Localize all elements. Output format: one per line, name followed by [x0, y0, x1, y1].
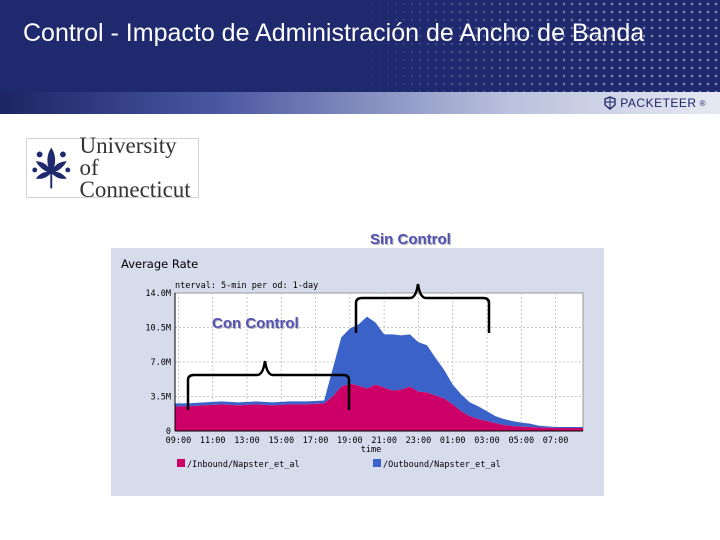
x-tick-label: 13:00 [234, 436, 260, 446]
title-bar: Control - Impacto de Administración de A… [0, 0, 720, 92]
packeteer-wordmark: PACKETEER [620, 96, 697, 110]
university-logo: University of Connecticut [26, 133, 199, 202]
registered-mark-icon: ® [699, 98, 706, 108]
annotation-sin-control: Sin Control [370, 231, 451, 248]
x-tick-label: 19:00 [337, 436, 363, 446]
x-tick-label: 17:00 [303, 436, 329, 446]
chart-labels: 14.0M 10.5M 7.0M 3.5M 009:00 11:00 13:00 15:00 1… [121, 257, 568, 455]
x-tick-label: 23:00 [406, 436, 432, 446]
chart-areas [175, 316, 583, 431]
x-axis-title: time [361, 445, 381, 455]
packeteer-logo: PACKETEER ® [603, 95, 706, 111]
brace-sin-control [354, 283, 491, 333]
x-tick-label: 11:00 [200, 436, 226, 446]
legend-swatch [177, 459, 185, 467]
chart-title: Average Rate [121, 257, 198, 271]
y-tick-label: 14.0M [145, 289, 171, 299]
legend-swatch [373, 459, 381, 467]
chart-legend: /Inbound/Napster_et_al/Outbound/Napster_… [177, 459, 501, 470]
series-area-inbound [175, 383, 583, 431]
x-tick-label: 03:00 [474, 436, 500, 446]
university-line-2: Connecticut [79, 177, 191, 202]
y-tick-label: 3.5M [151, 393, 171, 403]
university-line-1: University of [79, 133, 177, 180]
y-tick-label: 0 [166, 427, 171, 437]
brace-con-control [186, 360, 351, 410]
chart-axes [174, 293, 583, 432]
header-stripe [0, 92, 720, 114]
chart-panel: 14.0M 10.5M 7.0M 3.5M 0 09:00 11:00 13:00 15:00 1… [111, 248, 604, 496]
x-tick-label: 05:00 [508, 436, 534, 446]
average-rate-chart: 14.0M 10.5M 7.0M 3.5M 009:00 11:00 13:00 15:00 1… [121, 257, 584, 470]
x-tick-label: 01:00 [440, 436, 466, 446]
university-name: University of Connecticut [79, 133, 198, 202]
series-area-outbound [175, 316, 583, 429]
packeteer-mark-icon [604, 96, 616, 110]
oak-leaf-icon [32, 147, 71, 189]
slide-title: Control - Impacto de Administración de A… [23, 19, 645, 47]
x-tick-label: 15:00 [268, 436, 294, 446]
annotation-brackets [186, 283, 491, 410]
dot-pattern [360, 0, 720, 92]
legend-label: /Outbound/Napster_et_al [383, 460, 501, 470]
chart-subtitle: nterval: 5-min per od: 1-day [175, 281, 318, 291]
legend-label: /Inbound/Napster_et_al [187, 460, 300, 470]
x-tick-label: 09:00 [166, 436, 192, 446]
x-tick-label: 07:00 [543, 436, 569, 446]
x-tick-label: 21:00 [371, 436, 397, 446]
y-tick-label: 10.5M [145, 324, 171, 334]
annotation-con-control: Con Control [212, 315, 299, 332]
y-tick-label: 7.0M [151, 358, 171, 368]
